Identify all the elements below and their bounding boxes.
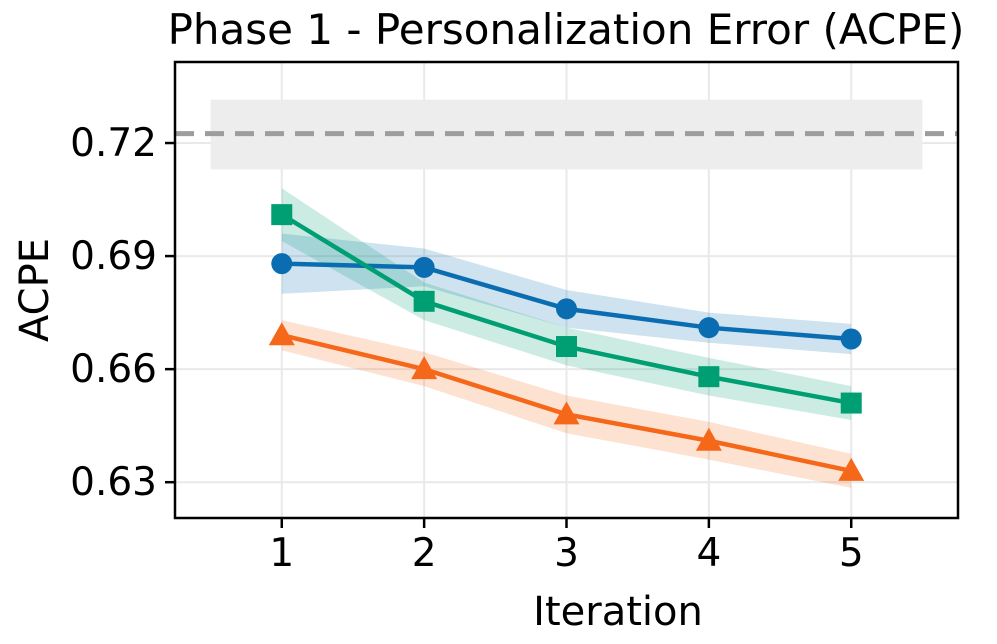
green-square-series-marker	[556, 336, 577, 358]
x-tick-label: 4	[696, 531, 721, 576]
green-square-series-marker	[413, 290, 435, 312]
orange-triangle-series-marker	[268, 322, 295, 346]
green-square-series-marker	[271, 204, 293, 226]
x-tick-label: 1	[269, 531, 294, 576]
orange-triangle-series-marker	[411, 356, 438, 380]
orange-triangle-series-marker	[553, 401, 580, 425]
x-axis-label: Iteration	[533, 589, 703, 635]
x-tick-label: 2	[412, 531, 437, 576]
x-tick-label: 5	[839, 531, 864, 576]
green-square-series-marker	[698, 366, 720, 388]
green-square-series-marker	[840, 392, 862, 414]
chart-title: Phase 1 - Personalization Error (ACPE)	[168, 5, 965, 54]
blue-circle-series-marker	[413, 256, 435, 278]
y-tick-label: 0.72	[70, 121, 157, 166]
y-tick-label: 0.66	[70, 347, 157, 392]
y-tick-label: 0.69	[70, 234, 157, 279]
blue-circle-series-marker	[556, 298, 577, 320]
plot-area: 0.63 0.66 0.69 0.72 1 2 3 4 5	[70, 60, 960, 576]
y-axis-label: ACPE	[12, 238, 58, 342]
orange-triangle-series-marker	[838, 457, 865, 481]
green-square-series-confidence-band	[281, 188, 852, 421]
blue-circle-series-marker	[840, 328, 862, 350]
blue-circle-series-marker	[271, 253, 293, 275]
y-tick-label: 0.63	[70, 460, 157, 505]
x-tick-label: 3	[554, 531, 579, 576]
orange-triangle-series-marker	[695, 427, 722, 451]
blue-circle-series-marker	[698, 317, 720, 339]
